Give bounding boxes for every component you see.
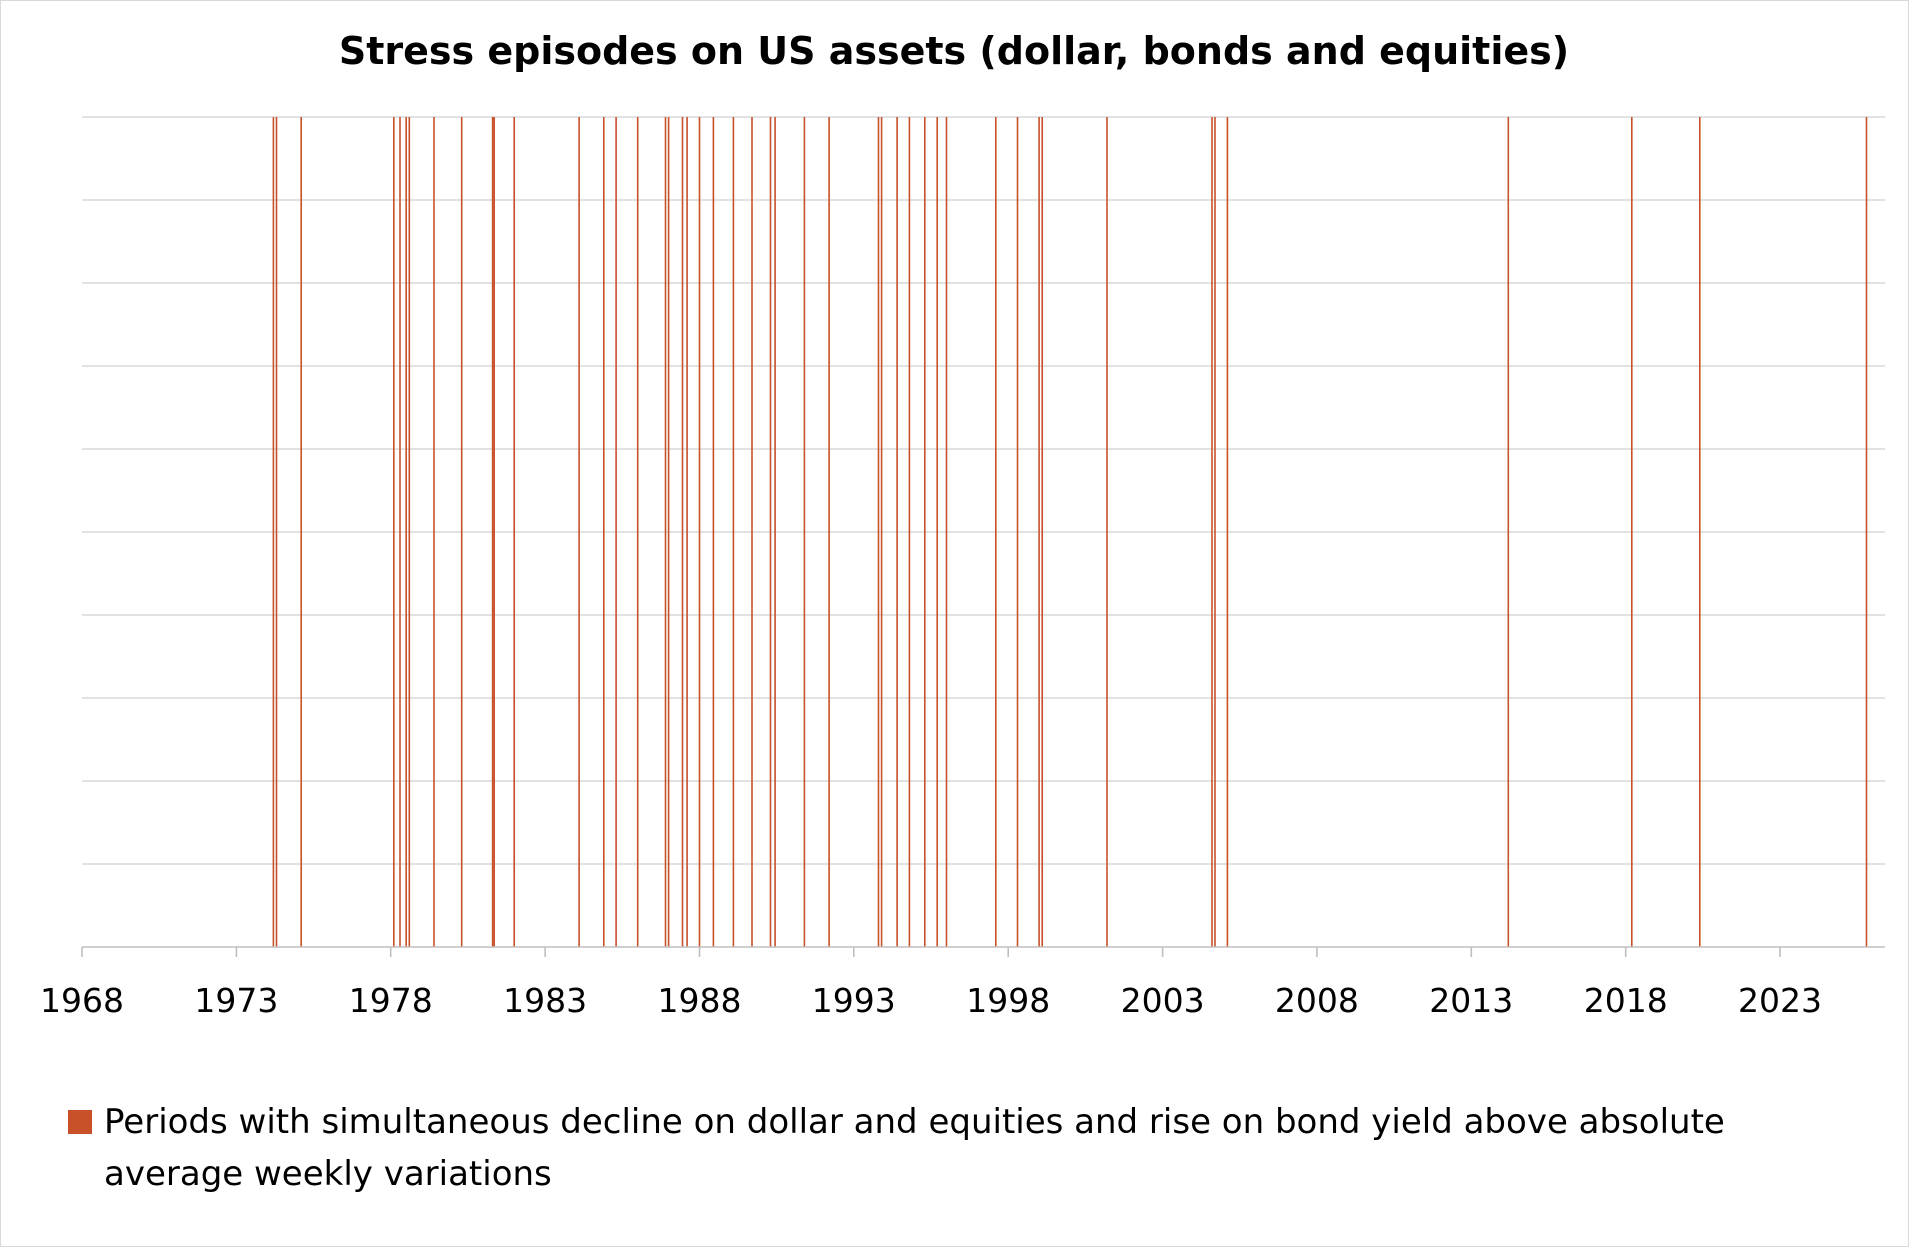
x-tick-label: 1983 (503, 981, 587, 1020)
legend: Periods with simultaneous decline on dol… (68, 1096, 1868, 1200)
x-tick-label: 2018 (1584, 981, 1668, 1020)
chart-title: Stress episodes on US assets (dollar, bo… (339, 29, 1569, 73)
x-tick-labels: 1968 1973 1978 1983 1988 1993 1998 2003 2008 2013… (40, 981, 1822, 1020)
x-tick-label: 1988 (658, 981, 742, 1020)
x-tick-label: 2008 (1275, 981, 1359, 1020)
episode-bars (272, 117, 1868, 947)
x-tick-label: 1968 (40, 981, 124, 1020)
legend-swatch (68, 1110, 92, 1134)
x-tick-label: 1978 (349, 981, 433, 1020)
gridlines (82, 116, 1885, 865)
x-tick-label: 1993 (812, 981, 896, 1020)
x-tick-label: 2003 (1121, 981, 1205, 1020)
x-tick-label: 1998 (966, 981, 1050, 1020)
x-tick-label: 1973 (194, 981, 278, 1020)
legend-label: Periods with simultaneous decline on dol… (104, 1102, 1725, 1194)
x-axis (81, 946, 1885, 957)
x-tick-label: 2013 (1429, 981, 1513, 1020)
x-tick-label: 2023 (1738, 981, 1822, 1020)
